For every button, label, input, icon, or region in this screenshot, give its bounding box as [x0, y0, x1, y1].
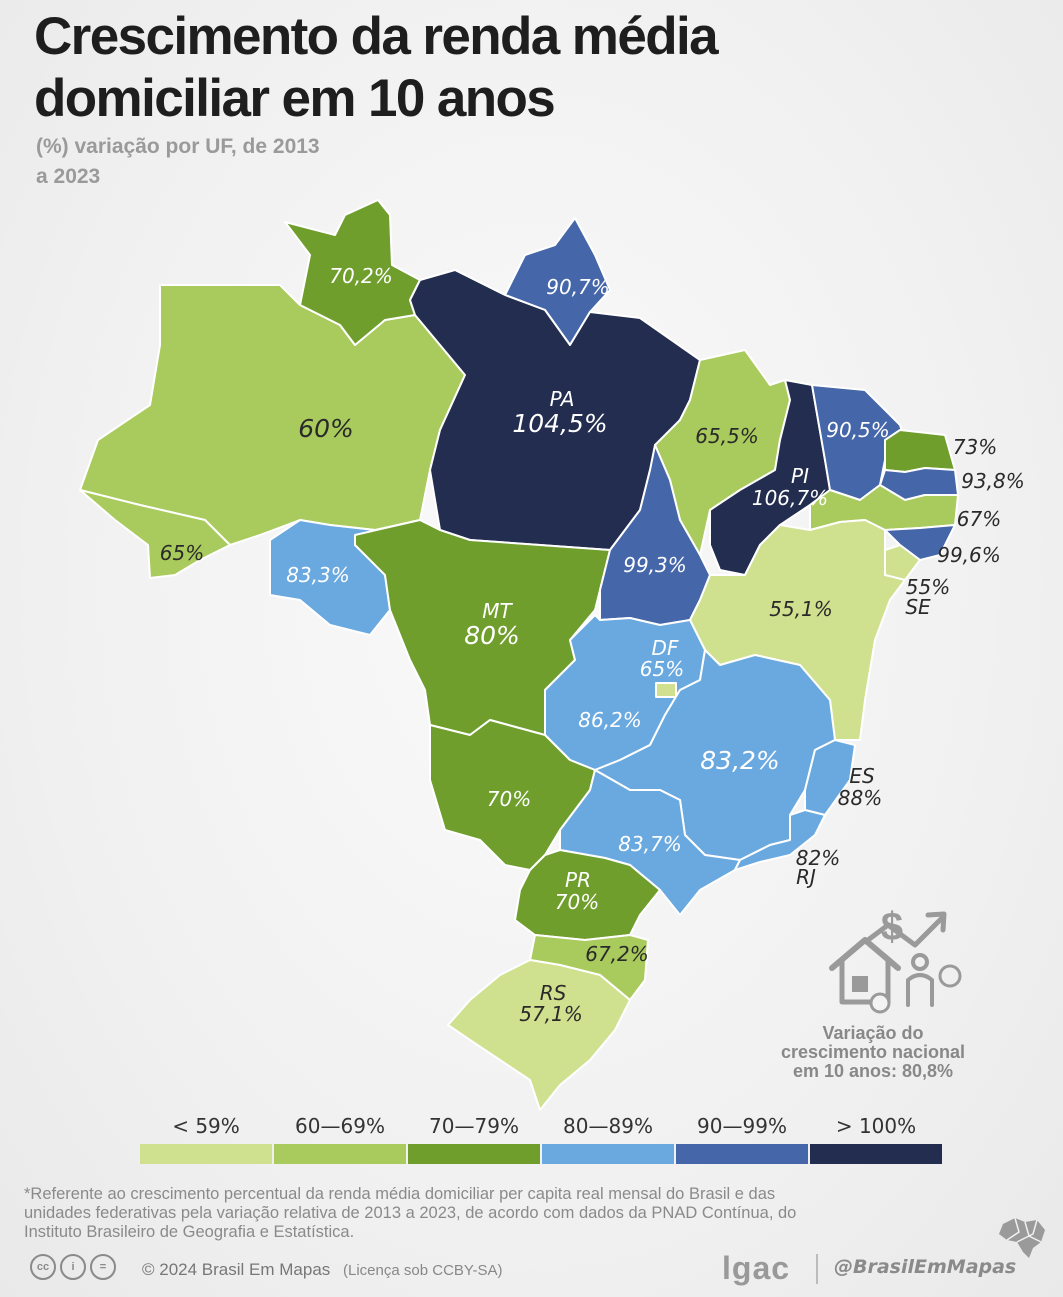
- legend-swatch: [274, 1144, 406, 1164]
- house-growth-icon: $: [829, 905, 962, 1014]
- page-subtitle: (%) variação por UF, de 2013 a 2023: [36, 135, 320, 188]
- legend-swatch: [408, 1144, 540, 1164]
- copyright: © 2024 Brasil Em Mapas (Licença sob CCBY…: [142, 1260, 503, 1280]
- label-mg-value: 83,2%: [700, 746, 779, 775]
- label-mt-name: MT: [482, 599, 513, 623]
- state-pr: [514, 849, 661, 941]
- label-go-value: 86,2%: [578, 708, 642, 732]
- national-line-3: em 10 anos: 80,8%: [792, 1061, 954, 1081]
- svg-text:$: $: [881, 905, 903, 949]
- label-df-name: DF: [652, 636, 679, 660]
- label-ac-value: 65%: [160, 541, 204, 565]
- brazil-logo-icon: [999, 1217, 1045, 1258]
- label-to-value: 99,3%: [623, 553, 687, 577]
- nd-icon: =: [90, 1254, 116, 1280]
- legend-item-lt59: < 59%: [140, 1112, 272, 1164]
- label-rs-value: 57,1%: [519, 1002, 583, 1026]
- label-mt-value: 80%: [464, 621, 520, 650]
- label-ma-value: 65,5%: [695, 424, 759, 448]
- label-rn-value: 73%: [953, 435, 997, 459]
- legend-label: 60—69%: [295, 1114, 385, 1138]
- state-rj: [734, 809, 826, 871]
- legend-item-90-99: 90—99%: [676, 1112, 808, 1164]
- cc-icon: cc: [30, 1254, 56, 1280]
- label-rr-value: 70,2%: [329, 264, 393, 288]
- state-rs: [447, 959, 631, 1111]
- social-handle: @BrasilEmMapas: [834, 1256, 1017, 1278]
- label-am-value: 60%: [298, 414, 354, 443]
- legend-swatch: [676, 1144, 808, 1164]
- label-ce-value: 90,5%: [826, 418, 890, 442]
- page-title: Crescimento da renda média domiciliar em…: [34, 7, 719, 128]
- label-es-value: 88%: [838, 786, 882, 810]
- footnote: *Referente ao crescimento percentual da …: [24, 1185, 797, 1241]
- lgac-logo: lgac: [722, 1250, 791, 1286]
- label-pb-value: 93,8%: [961, 469, 1025, 493]
- state-rn: [884, 429, 956, 473]
- label-ms-value: 70%: [487, 787, 531, 811]
- label-ro-value: 83,3%: [286, 563, 350, 587]
- label-pr-name: PR: [565, 868, 591, 892]
- national-growth-note: Variação do crescimento nacional em 10 a…: [760, 1024, 986, 1081]
- label-rs-name: RS: [540, 981, 567, 1005]
- state-sp: [559, 769, 741, 916]
- legend-label: 70—79%: [429, 1114, 519, 1138]
- label-pa-value: 104,5%: [512, 409, 607, 438]
- label-se-value: 55%: [906, 575, 950, 599]
- legend-swatch: [810, 1144, 942, 1164]
- label-rj-name: RJ: [796, 865, 816, 889]
- state-es: [804, 739, 856, 816]
- legend-item-80-89: 80—89%: [542, 1112, 674, 1164]
- legend: < 59% 60—69% 70—79% 80—89% 90—99% > 100%: [140, 1112, 944, 1164]
- copyright-text: © 2024 Brasil Em Mapas: [142, 1260, 331, 1279]
- legend-item-70-79: 70—79%: [408, 1112, 540, 1164]
- national-line-1: Variação do: [822, 1023, 924, 1043]
- label-es-name: ES: [849, 764, 875, 788]
- state-df: [655, 682, 677, 698]
- state-labels: 70,2% 90,7% 60% PA 104,5% 65% 83,3% MT 8…: [160, 264, 1025, 1026]
- legend-label: < 59%: [172, 1114, 240, 1138]
- national-line-2: crescimento nacional: [780, 1042, 966, 1062]
- legend-item-gt100: > 100%: [810, 1112, 942, 1164]
- label-ap-value: 90,7%: [546, 275, 610, 299]
- legend-swatch: [542, 1144, 674, 1164]
- state-ac: [79, 489, 231, 579]
- label-rj-value: 82%: [796, 846, 840, 870]
- label-sc-value: 67,2%: [585, 942, 649, 966]
- label-pi-value: 106,7%: [752, 486, 828, 510]
- label-df-value: 65%: [640, 657, 684, 681]
- label-pi-name: PI: [791, 464, 809, 488]
- license-icons: cc i =: [30, 1254, 116, 1280]
- label-pr-value: 70%: [555, 890, 599, 914]
- state-ce: [811, 384, 906, 501]
- legend-label: 90—99%: [697, 1114, 787, 1138]
- label-al-value: 99,6%: [937, 543, 1001, 567]
- legend-label: 80—89%: [563, 1114, 653, 1138]
- legend-item-60-69: 60—69%: [274, 1112, 406, 1164]
- label-ba-value: 55,1%: [769, 597, 833, 621]
- label-pa-name: PA: [550, 387, 575, 411]
- by-icon: i: [60, 1254, 86, 1280]
- footer: cc i = © 2024 Brasil Em Mapas (Licença s…: [0, 1217, 1063, 1288]
- license-text: (Licença sob CCBY-SA): [343, 1262, 503, 1279]
- legend-swatch: [140, 1144, 272, 1164]
- label-sp-value: 83,7%: [618, 832, 682, 856]
- label-pe-value: 67%: [957, 507, 1001, 531]
- footer-divider: [816, 1254, 818, 1284]
- legend-label: > 100%: [835, 1114, 917, 1138]
- label-se-name: SE: [905, 595, 931, 619]
